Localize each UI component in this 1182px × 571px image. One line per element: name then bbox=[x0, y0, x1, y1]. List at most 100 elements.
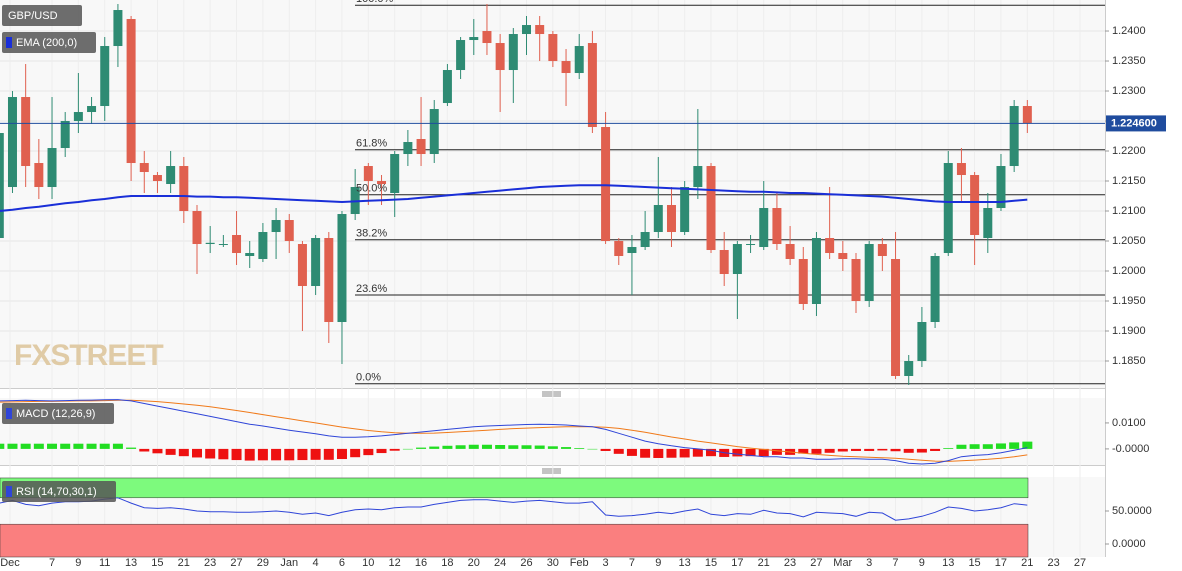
candle-body bbox=[811, 238, 821, 305]
x-tick-label: 11 bbox=[99, 557, 110, 569]
x-tick-label: 27 bbox=[1074, 557, 1086, 569]
histogram-bar bbox=[508, 445, 519, 449]
x-tick-label: 16 bbox=[415, 557, 427, 569]
candle-body bbox=[0, 133, 4, 239]
x-tick-label: 9 bbox=[75, 557, 81, 569]
candle-body bbox=[522, 25, 531, 35]
candle-body bbox=[680, 187, 690, 233]
y-tick-label: -0.0000 bbox=[1112, 443, 1149, 455]
x-tick-label: 21 bbox=[758, 557, 770, 569]
signal-line bbox=[0, 399, 1028, 462]
histogram-bar bbox=[205, 448, 216, 459]
ema-line bbox=[0, 184, 1028, 212]
histogram-bar bbox=[416, 447, 427, 449]
histogram-bar bbox=[86, 443, 97, 449]
histogram-bar bbox=[877, 448, 888, 451]
histogram-bar bbox=[1009, 442, 1020, 449]
histogram-bar bbox=[47, 443, 58, 449]
candle-body bbox=[403, 142, 413, 155]
candle-body bbox=[891, 259, 901, 377]
histogram-bar bbox=[600, 448, 611, 451]
x-tick-label: 30 bbox=[547, 557, 559, 569]
candle-body bbox=[139, 163, 149, 173]
candle-body bbox=[864, 244, 874, 302]
x-tick-label: 9 bbox=[655, 557, 661, 569]
histogram-bar bbox=[231, 448, 242, 461]
last-price-label: 1.224600 bbox=[1111, 117, 1157, 129]
candle-body bbox=[719, 250, 729, 275]
candle-body bbox=[732, 244, 742, 275]
histogram-bar bbox=[640, 448, 651, 458]
histogram-bar bbox=[178, 448, 189, 457]
candle-body bbox=[271, 220, 281, 233]
candle-body bbox=[798, 259, 808, 305]
histogram-bar bbox=[297, 448, 308, 461]
last-price-box bbox=[1106, 115, 1166, 132]
fib-label: 38.2% bbox=[356, 228, 387, 240]
candle-body bbox=[904, 361, 914, 377]
splitter-handle[interactable] bbox=[542, 391, 561, 397]
legend-swatch bbox=[6, 408, 12, 419]
y-tick-label: 1.1850 bbox=[1112, 355, 1146, 367]
candle-body bbox=[60, 121, 70, 149]
histogram-bar bbox=[943, 448, 954, 449]
x-tick-label: 15 bbox=[705, 557, 717, 569]
y-tick-label: 1.2200 bbox=[1112, 145, 1146, 157]
y-tick-label: 0.0000 bbox=[1112, 538, 1146, 550]
x-tick-label: 23 bbox=[1048, 557, 1060, 569]
candle-body bbox=[192, 211, 202, 245]
candle-body bbox=[87, 106, 97, 113]
histogram-bar bbox=[706, 448, 717, 457]
y-tick-label: 50.0000 bbox=[1112, 505, 1152, 517]
candle-body bbox=[759, 208, 769, 248]
fib-label: 50.0% bbox=[356, 183, 387, 195]
x-tick-label: 12 bbox=[389, 557, 401, 569]
candle-body bbox=[363, 166, 373, 182]
legend-label: EMA (200,0) bbox=[16, 37, 77, 49]
oversold-band bbox=[0, 523, 1029, 558]
x-tick-label: 3 bbox=[602, 557, 608, 569]
histogram-bar bbox=[547, 446, 558, 449]
candle-body bbox=[587, 43, 597, 128]
histogram-bar bbox=[916, 448, 927, 453]
candle-body bbox=[7, 97, 17, 188]
indicator-label: RSI (14,70,30,1) bbox=[16, 486, 97, 498]
x-tick-label: 23 bbox=[784, 557, 796, 569]
histogram-bar bbox=[112, 443, 123, 449]
histogram-bar bbox=[455, 445, 466, 449]
candle-body bbox=[1022, 106, 1032, 124]
candle-body bbox=[930, 256, 940, 323]
y-tick-label: 0.0100 bbox=[1112, 417, 1146, 429]
watermark: FXSTREET bbox=[14, 339, 163, 372]
histogram-bar bbox=[152, 448, 163, 454]
histogram-bar bbox=[20, 443, 31, 449]
x-tick-label: 13 bbox=[942, 557, 954, 569]
y-tick-label: 1.2350 bbox=[1112, 55, 1146, 67]
fib-label: 0.0% bbox=[356, 372, 381, 384]
candle-body bbox=[970, 175, 980, 236]
histogram-bar bbox=[271, 448, 282, 461]
fib-label: 100.0% bbox=[356, 0, 394, 5]
x-tick-label: 9 bbox=[919, 557, 925, 569]
y-tick-label: 1.2150 bbox=[1112, 175, 1146, 187]
splitter-handle[interactable] bbox=[542, 468, 561, 474]
indicator-label-box bbox=[2, 481, 116, 502]
histogram-bar bbox=[7, 443, 18, 449]
x-tick-label: 17 bbox=[731, 557, 743, 569]
x-tick-label: 21 bbox=[178, 557, 190, 569]
histogram-bar bbox=[218, 448, 229, 460]
legend-swatch bbox=[6, 486, 12, 497]
x-tick-label: 23 bbox=[204, 557, 216, 569]
histogram-bar bbox=[864, 448, 875, 451]
candle-body bbox=[258, 232, 268, 260]
candle-body bbox=[983, 208, 993, 239]
histogram-bar bbox=[930, 448, 941, 451]
histogram-bar bbox=[798, 448, 809, 454]
x-tick-label: 29 bbox=[257, 557, 269, 569]
candle-body bbox=[100, 46, 110, 107]
candle-body bbox=[785, 244, 795, 260]
candle-body bbox=[284, 220, 294, 242]
y-tick-label: 1.2400 bbox=[1112, 25, 1146, 37]
x-tick-label: 17 bbox=[995, 557, 1007, 569]
candle-body bbox=[113, 10, 123, 47]
